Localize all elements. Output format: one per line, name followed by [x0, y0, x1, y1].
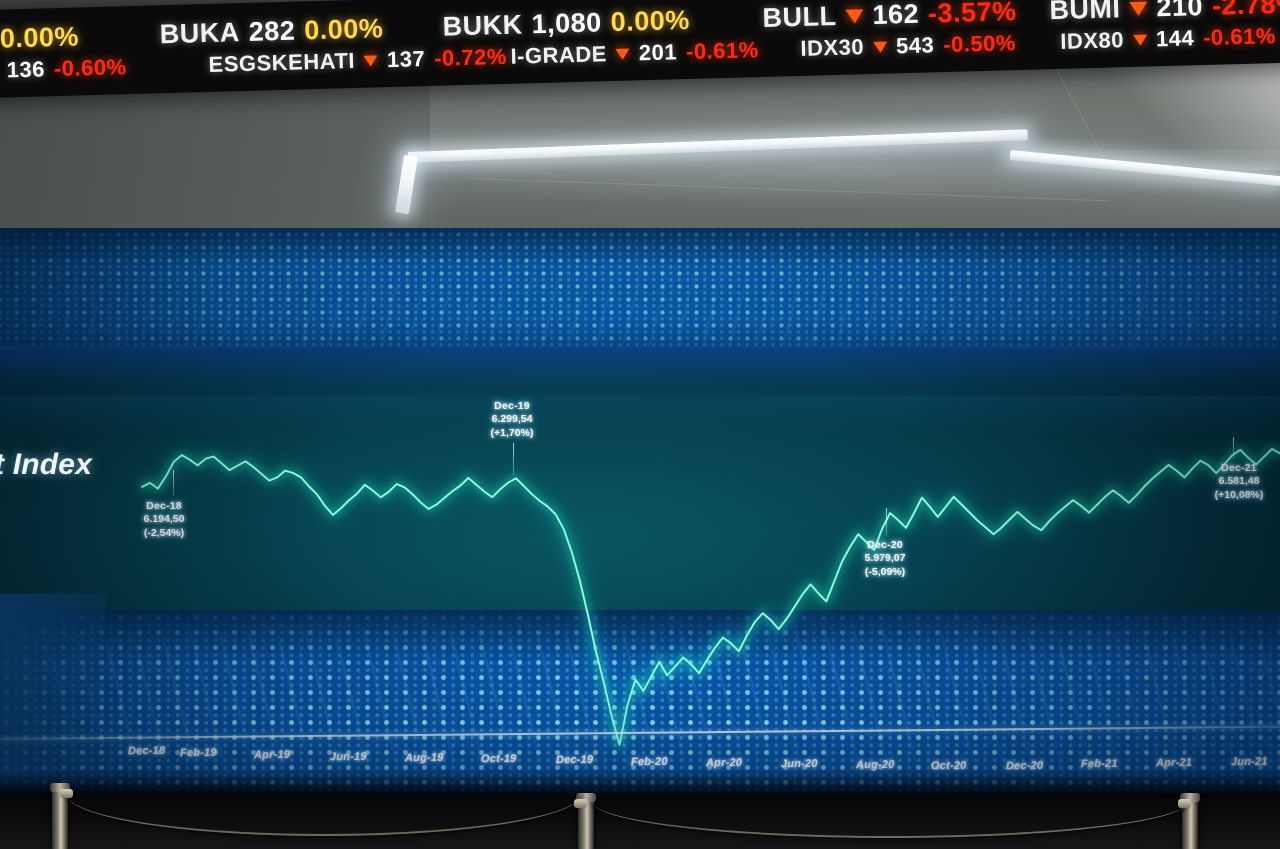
annotation-date: Dec-21 — [1221, 462, 1257, 474]
x-tick-jun-21: Jun-21 — [1230, 755, 1268, 769]
x-tick-apr-21: Apr-21 — [1155, 756, 1193, 770]
annotation-dec-21-leader — [1233, 437, 1234, 459]
page-title: t Index — [0, 448, 93, 481]
rope-hook — [574, 799, 587, 808]
index-line-chart — [139, 446, 1280, 748]
ticker-percent: -0.72% — [433, 43, 508, 71]
x-tick-apr-19: Apr-19 — [253, 748, 291, 762]
rope-hook — [1178, 799, 1191, 808]
arrow-down-icon — [1129, 1, 1148, 16]
stanchion-post-cap — [1180, 793, 1200, 802]
chart-horizon-band — [0, 396, 1280, 432]
arrow-down-icon — [615, 48, 631, 60]
stanchion-post — [1180, 793, 1200, 849]
x-tick-feb-21: Feb-21 — [1080, 757, 1118, 771]
chart-x-tick-labels: Dec-18 Feb-19 Apr-19 Jun-19 Aug-19 Oct-19 Dec-… — [0, 228, 1280, 800]
stanchion-post-cap — [576, 793, 596, 802]
ticker-cell-idx80: IDX80 144 -0.61% — [1060, 23, 1276, 55]
annotation-dec-19-leader — [513, 443, 514, 476]
ticker-percent: -2.78% — [1211, 0, 1280, 21]
annotation-dec-18-leader — [173, 470, 174, 496]
ticker-price: 162 — [872, 0, 920, 30]
ticker-cell-truncated-bottom: 136 -0.60% — [6, 54, 127, 83]
annotation-date: Dec-20 — [867, 539, 903, 551]
annotation-change: (-2,54%) — [143, 526, 185, 539]
ticker-symbol: BUMI — [1049, 0, 1121, 26]
ticker-symbol: IDX30 — [800, 34, 865, 61]
chart-line-core — [141, 447, 1280, 746]
ticker-cell-buka: BUKA 282 0.00% — [159, 13, 383, 50]
x-tick-feb-19: Feb-19 — [179, 746, 217, 760]
annotation-change: (+1,70%) — [490, 426, 534, 439]
ticker-symbol: ESGSKEHATI — [208, 47, 356, 77]
x-tick-dec-19: Dec-19 — [555, 753, 594, 767]
x-tick-jun-19: Jun-19 — [329, 750, 367, 764]
ticker-symbol: IDX80 — [1059, 27, 1125, 54]
ticker-percent: -0.50% — [942, 30, 1017, 58]
barrier-rope — [66, 792, 582, 836]
ticker-symbol: BUKK — [442, 9, 524, 42]
stanchion-post — [50, 783, 70, 849]
ticker-price: 1,080 — [531, 7, 603, 40]
ticker-percent: -0.60% — [53, 54, 127, 82]
annotation-value: 6.581,48 — [1218, 475, 1260, 488]
ticker-percent: -0.61% — [1202, 23, 1277, 51]
chart-top-fade — [0, 346, 1280, 416]
x-tick-aug-19: Aug-19 — [404, 751, 444, 765]
x-tick-feb-20: Feb-20 — [630, 755, 668, 769]
ticker-cell-truncated-top: 0.00% — [0, 21, 79, 54]
x-tick-jun-20: Jun-20 — [780, 757, 818, 771]
annotation-date: Dec-19 — [494, 400, 530, 412]
ticker-percent: -0.61% — [685, 37, 760, 65]
ticker-price: 137 — [386, 46, 426, 73]
annotation-value: 6.194,50 — [143, 513, 185, 526]
ticker-cell-bull: BULL 162 -3.57% — [762, 0, 1017, 34]
rope-hook — [60, 789, 73, 798]
ticker-cell-bukk: BUKK 1,080 0.00% — [442, 5, 690, 43]
ticker-percent: -3.57% — [927, 0, 1017, 29]
ticker-cell-bumi: BUMI 210 -2.78% — [1049, 0, 1280, 26]
ticker-percent: 0.00% — [610, 4, 691, 38]
ticker-price: 144 — [1155, 25, 1195, 52]
led-video-wall: Dec-18 Feb-19 Apr-19 Jun-19 Aug-19 Oct-19 Dec-… — [0, 228, 1280, 800]
ticker-symbol: I-GRADE — [510, 41, 608, 69]
ticker-symbol: BUKA — [159, 17, 241, 50]
ticker-price: 543 — [895, 32, 935, 59]
chart-line-group — [139, 446, 1280, 748]
annotation-dec-20-leader — [886, 508, 887, 536]
annotation-date: Dec-18 — [146, 500, 182, 512]
arrow-down-icon — [363, 54, 379, 67]
barrier-rope — [592, 800, 1188, 838]
ticker-symbol: BULL — [762, 0, 837, 33]
ticker-price: 201 — [638, 39, 678, 66]
stanchion-post-cap — [50, 783, 70, 792]
ticker-percent: 0.00% — [303, 13, 384, 46]
x-tick-apr-20: Apr-20 — [705, 756, 743, 770]
ticker-price: 210 — [1156, 0, 1204, 23]
x-tick-dec-18: Dec-18 — [127, 744, 166, 758]
stanchion-post — [576, 793, 596, 849]
ticker-cell-i-grade: I-GRADE 201 -0.61% — [510, 37, 759, 70]
annotation-value: 6.299,54 — [491, 413, 533, 426]
ticker-price: 282 — [248, 15, 296, 47]
x-tick-oct-19: Oct-19 — [480, 752, 517, 766]
annotation-change: (-5,09%) — [864, 565, 906, 578]
led-bottom-gradient — [0, 610, 1280, 800]
ticker-percent: 0.00% — [0, 21, 80, 54]
ticker-price: 136 — [6, 56, 46, 83]
annotation-dec-18: Dec-18 6.194,50 (-2,54%) — [144, 500, 185, 540]
annotation-dec-20: Dec-20 5.979,07 (-5,09%) — [865, 539, 906, 579]
ticker-cell-idx30: IDX30 543 -0.50% — [800, 30, 1016, 62]
arrow-down-icon — [1132, 34, 1148, 46]
annotation-dec-19: Dec-19 6.299,54 (+1,70%) — [491, 400, 534, 440]
arrow-down-icon — [872, 41, 888, 53]
annotation-value: 5.979,07 — [864, 552, 906, 565]
annotation-dec-21: Dec-21 6.581,48 (+10,08%) — [1215, 462, 1264, 502]
arrow-down-icon — [845, 8, 864, 24]
annotation-change: (+10,08%) — [1214, 488, 1264, 501]
